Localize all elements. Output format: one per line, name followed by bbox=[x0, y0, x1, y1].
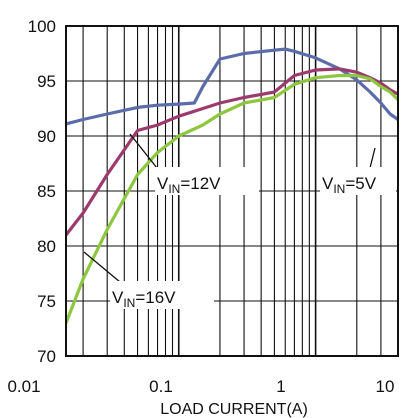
annotation-label: VIN=5V bbox=[322, 174, 377, 196]
y-tick-label: 95 bbox=[37, 72, 56, 91]
y-tick-label: 75 bbox=[37, 292, 56, 311]
annotations: VIN=12V VIN=5V VIN=16V bbox=[83, 133, 396, 310]
y-tick-label: 80 bbox=[37, 237, 56, 256]
y-tick-label: 70 bbox=[37, 347, 56, 366]
annotation-leader bbox=[83, 251, 121, 283]
annotation-leader bbox=[369, 147, 376, 169]
annotation-background bbox=[155, 167, 259, 195]
series-line bbox=[66, 47, 398, 126]
y-tick-label: 100 bbox=[28, 17, 56, 36]
plot-frame bbox=[65, 25, 399, 357]
series-line bbox=[66, 73, 398, 325]
annotation-label: VIN=16V bbox=[112, 288, 176, 310]
annotation-background bbox=[110, 281, 214, 309]
y-tick-label: 85 bbox=[37, 182, 56, 201]
x-axis-title: LOAD CURRENT(A) bbox=[160, 401, 308, 418]
annotation-label: VIN=12V bbox=[157, 174, 221, 196]
x-tick-label: 0.1 bbox=[149, 377, 173, 396]
x-tick-label: 10 bbox=[376, 377, 395, 396]
annotation-background bbox=[320, 167, 396, 195]
x-tick-label: 1 bbox=[276, 377, 285, 396]
x-tick-label: 0.01 bbox=[7, 377, 40, 396]
y-tick-labels: 70 75 80 85 90 95 100 bbox=[28, 17, 56, 366]
x-tick-labels: 0.01 0.1 1 10 bbox=[7, 377, 394, 396]
y-tick-label: 90 bbox=[37, 127, 56, 146]
annotation-leader bbox=[129, 133, 158, 169]
